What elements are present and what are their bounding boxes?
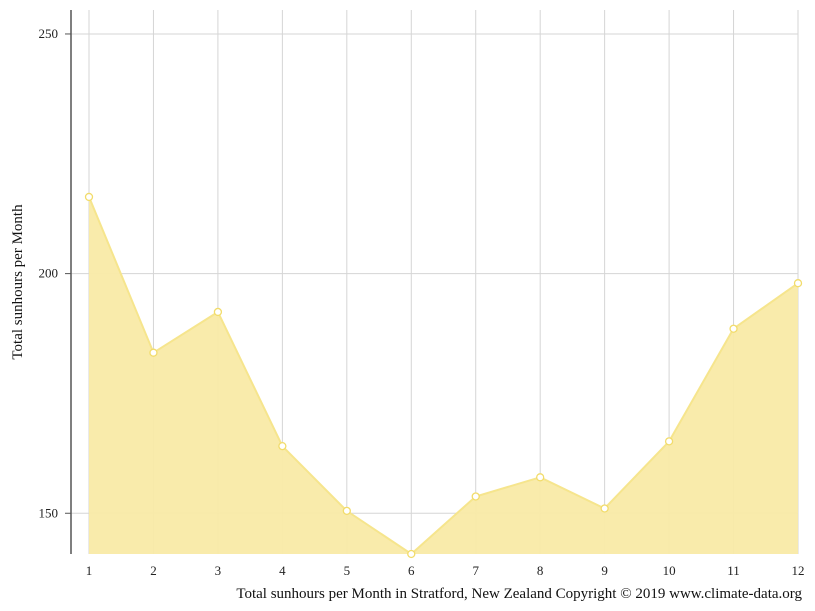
data-point [729, 324, 738, 333]
data-point [149, 348, 158, 357]
y-tick-label: 150 [39, 505, 59, 520]
x-tick-label: 6 [408, 563, 415, 578]
x-tick-label: 3 [215, 563, 222, 578]
area-layer [88, 196, 799, 556]
area-fill [89, 196, 798, 554]
data-point [213, 307, 223, 317]
x-tick-label: 4 [279, 563, 286, 578]
data-point [407, 549, 416, 559]
axes [65, 10, 72, 554]
data-point [664, 437, 674, 446]
data-point [471, 492, 480, 501]
data-point [84, 192, 94, 202]
y-tick-label: 200 [39, 266, 59, 281]
data-point [536, 473, 545, 482]
series-line [88, 196, 799, 556]
x-tick-label: 2 [150, 563, 157, 578]
x-tick-label: 12 [792, 563, 805, 578]
x-tick-label: 8 [537, 563, 544, 578]
x-tick-label: 9 [601, 563, 608, 578]
y-tick-label: 250 [39, 26, 59, 41]
chart-caption: Total sunhours per Month in Stratford, N… [236, 586, 802, 602]
data-point [278, 442, 287, 451]
y-axis-title: Total sunhours per Month [10, 204, 26, 360]
x-tick-label: 10 [663, 563, 676, 578]
data-point [342, 506, 351, 516]
data-markers [84, 192, 803, 559]
x-tick-label: 5 [344, 563, 351, 578]
x-tick-label: 11 [727, 563, 740, 578]
x-tick-label: 7 [472, 563, 479, 578]
data-point [793, 279, 803, 288]
x-tick-label: 1 [86, 563, 93, 578]
data-point [600, 504, 609, 513]
